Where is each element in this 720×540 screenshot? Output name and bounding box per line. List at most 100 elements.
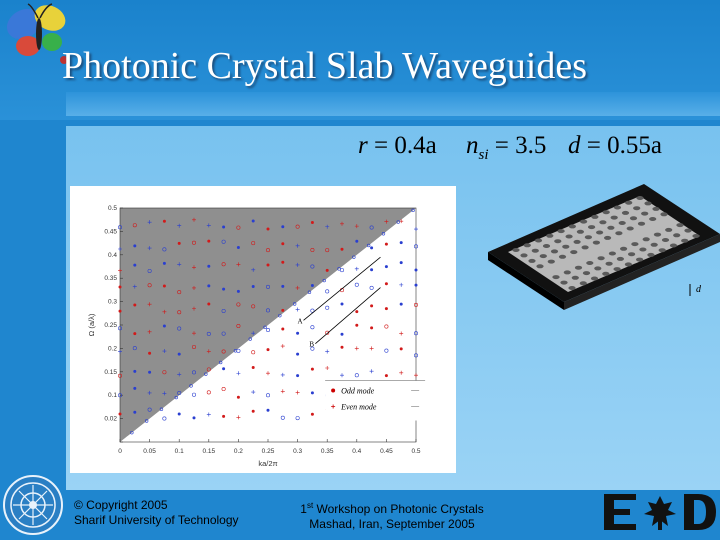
band-point bbox=[384, 219, 389, 224]
x-tick-label: 0.35 bbox=[321, 448, 334, 455]
slab-hole bbox=[610, 215, 618, 220]
band-point bbox=[118, 268, 122, 273]
slab-hole bbox=[574, 265, 583, 270]
band-point bbox=[206, 349, 211, 354]
y-tick-label: 0.15 bbox=[104, 369, 117, 376]
band-point bbox=[177, 262, 182, 267]
slab-hole bbox=[602, 210, 610, 215]
slab-hole bbox=[580, 219, 588, 224]
band-point bbox=[236, 302, 241, 307]
band-point bbox=[162, 349, 167, 354]
copyright-line-1: © Copyright 2005 bbox=[74, 498, 168, 512]
ed-logo bbox=[604, 494, 716, 530]
band-point bbox=[251, 241, 256, 246]
y-tick-label: 0.1 bbox=[108, 392, 117, 399]
slab-hole bbox=[636, 196, 644, 200]
band-point bbox=[384, 348, 389, 353]
y-tick-label: 0.2 bbox=[108, 345, 117, 352]
band-point bbox=[292, 302, 297, 306]
band-diagram: 0 0.05 0.1 0.15 0.2 0.25 0.3 0.35 0.4 0.45 0.5 0.02… bbox=[70, 186, 456, 473]
slab-hole bbox=[608, 251, 616, 256]
band-point bbox=[414, 373, 418, 378]
band-point bbox=[281, 225, 285, 229]
band-point bbox=[266, 308, 271, 313]
slab-hole bbox=[628, 252, 636, 257]
slab-hole bbox=[536, 264, 544, 269]
band-point bbox=[118, 309, 122, 313]
slab-thickness-label: d bbox=[696, 284, 702, 295]
slab-hole bbox=[534, 238, 543, 243]
band-point bbox=[295, 224, 300, 229]
band-point bbox=[369, 285, 374, 290]
band-point bbox=[117, 326, 122, 331]
band-point bbox=[162, 247, 167, 252]
band-point bbox=[325, 349, 330, 354]
slab-hole bbox=[625, 200, 633, 205]
band-point bbox=[206, 390, 211, 395]
slab-hole bbox=[565, 234, 573, 239]
slab-hole bbox=[560, 280, 568, 285]
y-tick-label: 0.02 bbox=[104, 416, 117, 423]
band-point bbox=[236, 225, 241, 230]
band-point bbox=[177, 241, 181, 245]
band-point bbox=[118, 349, 122, 354]
slab-hole bbox=[596, 230, 604, 235]
band-point bbox=[354, 346, 359, 351]
slab-hole bbox=[573, 239, 581, 244]
band-point bbox=[221, 262, 226, 267]
formula-index: nsi = 3.5 bbox=[466, 132, 547, 163]
band-point bbox=[177, 412, 181, 416]
band-point bbox=[325, 289, 330, 294]
slab-hole bbox=[665, 227, 673, 232]
slab-hole bbox=[616, 256, 624, 261]
band-point bbox=[162, 309, 167, 314]
band-point bbox=[222, 225, 226, 229]
band-point bbox=[236, 395, 240, 399]
band-point bbox=[281, 260, 285, 264]
page-title: Photonic Crystal Slab Waveguides bbox=[62, 45, 588, 87]
slab-hole bbox=[581, 245, 589, 250]
band-point bbox=[236, 348, 241, 353]
band-point bbox=[251, 350, 256, 355]
band-point bbox=[251, 285, 255, 289]
slab-hole bbox=[692, 234, 700, 238]
band-point bbox=[147, 220, 152, 225]
x-tick-label: 0.3 bbox=[293, 448, 302, 455]
band-point bbox=[221, 387, 226, 392]
band-point bbox=[192, 344, 197, 349]
band-point bbox=[206, 367, 211, 372]
band-point bbox=[236, 262, 241, 267]
x-axis-label: ka/2π bbox=[258, 459, 277, 468]
slab-hole bbox=[554, 239, 562, 244]
band-point bbox=[310, 346, 315, 351]
band-point bbox=[281, 284, 285, 288]
y-tick-label: 0.5 bbox=[108, 205, 117, 212]
band-point bbox=[206, 331, 211, 336]
band-point bbox=[310, 247, 315, 252]
band-point bbox=[222, 414, 226, 418]
band-point bbox=[280, 389, 285, 394]
legend-marker bbox=[331, 404, 336, 409]
band-point bbox=[148, 351, 152, 355]
slab-hole bbox=[636, 257, 644, 262]
slab-hole bbox=[615, 231, 623, 236]
university-emblem bbox=[3, 475, 63, 535]
slab-hole bbox=[639, 247, 647, 252]
y-tick-label: 0.45 bbox=[104, 228, 117, 235]
slab-hole bbox=[660, 212, 668, 217]
band-point bbox=[192, 306, 196, 311]
band-point bbox=[133, 263, 137, 267]
band-point bbox=[204, 372, 208, 376]
slab-hole bbox=[607, 225, 615, 230]
band-point bbox=[251, 219, 255, 223]
formula-radius: r = 0.4a bbox=[358, 132, 437, 159]
band-point bbox=[222, 287, 226, 291]
band-point bbox=[413, 244, 418, 249]
y-tick-label: 0.3 bbox=[108, 299, 117, 306]
band-point bbox=[162, 324, 166, 328]
slab-hole bbox=[673, 233, 681, 238]
band-point bbox=[266, 348, 270, 352]
annotation-label: A bbox=[298, 317, 303, 325]
slab-hole bbox=[661, 238, 670, 242]
band-point bbox=[133, 244, 137, 248]
